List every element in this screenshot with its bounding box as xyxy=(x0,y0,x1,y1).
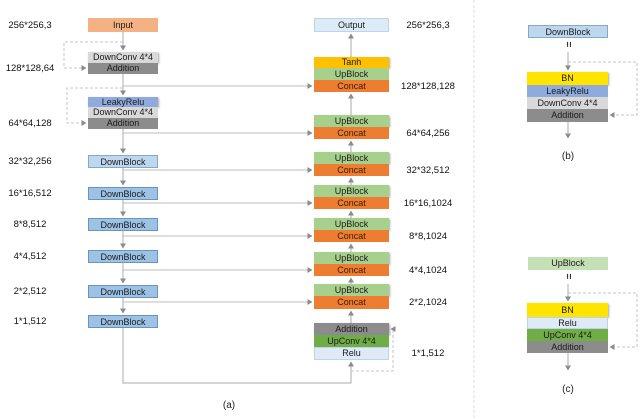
downblock-definition-title: DownBlock xyxy=(528,25,608,38)
leakyrelu-layer: LeakyRelu xyxy=(88,97,158,107)
relu-layer: Relu xyxy=(314,347,389,360)
concat-layer: Concat xyxy=(314,127,389,139)
dim-label: 2*2,512 xyxy=(13,286,47,297)
dim-label: 128*128,128 xyxy=(401,81,455,92)
downconv-layer: DownConv 4*4 xyxy=(88,107,158,118)
bn-layer: BN xyxy=(527,303,608,317)
upblock-definition-title: UpBlock xyxy=(528,257,608,270)
output-block: Output xyxy=(314,18,389,32)
dim-label: 8*8,512 xyxy=(13,219,47,230)
tanh-layer: Tanh xyxy=(314,57,389,68)
residual-connections xyxy=(63,41,638,372)
skip-connections xyxy=(123,83,313,305)
relu-layer: Relu xyxy=(527,317,608,329)
downblock: DownBlock xyxy=(88,315,158,328)
upconv-layer: UpConv 4*4 xyxy=(527,329,608,341)
upblock: UpBlock xyxy=(314,218,389,230)
dim-label: 4*4,512 xyxy=(13,251,47,262)
concat-layer: Concat xyxy=(314,164,389,176)
downblock: DownBlock xyxy=(88,285,158,298)
dim-label: 256*256,3 xyxy=(406,20,450,31)
dim-label: 1*1,512 xyxy=(13,316,47,327)
bn-layer: BN xyxy=(527,72,608,85)
concat-layer: Concat xyxy=(314,230,389,242)
addition-layer: Addition xyxy=(527,109,608,122)
upblock: UpBlock xyxy=(314,284,389,296)
caption-a: (a) xyxy=(222,400,236,411)
dim-label: 2*2,1024 xyxy=(408,297,448,308)
dim-label: 32*32,256 xyxy=(8,156,52,167)
dim-label: 4*4,1024 xyxy=(408,265,448,276)
downblock: DownBlock xyxy=(88,187,158,200)
dim-label: 16*16,512 xyxy=(8,188,52,199)
concat-layer: Concat xyxy=(314,197,389,209)
input-block: Input xyxy=(88,18,158,32)
concat-layer: Concat xyxy=(314,264,389,276)
equals-symbol: = xyxy=(562,41,574,48)
concat-layer: Concat xyxy=(314,296,389,309)
downconv-layer: DownConv 4*4 xyxy=(88,52,158,63)
equals-symbol: = xyxy=(562,273,574,280)
upblock: UpBlock xyxy=(314,68,389,80)
dim-label: 128*128,64 xyxy=(5,63,55,74)
concat-layer: Concat xyxy=(314,80,389,92)
dim-label: 8*8,1024 xyxy=(408,231,448,242)
dim-label: 1*1,512 xyxy=(411,348,445,359)
downblock: DownBlock xyxy=(88,218,158,231)
dim-label: 32*32,512 xyxy=(406,165,450,176)
downblock: DownBlock xyxy=(88,250,158,263)
caption-b: (b) xyxy=(561,151,575,162)
upblock: UpBlock xyxy=(314,185,389,197)
dim-label: 64*64,128 xyxy=(8,118,52,129)
dim-label: 64*64,256 xyxy=(406,128,450,139)
addition-layer: Addition xyxy=(88,118,158,129)
upblock: UpBlock xyxy=(314,252,389,264)
upconv-layer: UpConv 4*4 xyxy=(314,335,389,347)
addition-layer: Addition xyxy=(527,341,608,353)
dim-label: 256*256,3 xyxy=(8,20,52,31)
caption-c: (c) xyxy=(562,384,574,395)
upblock: UpBlock xyxy=(314,115,389,127)
addition-layer: Addition xyxy=(314,323,389,335)
downconv-layer: DownConv 4*4 xyxy=(527,97,608,109)
upblock: UpBlock xyxy=(314,152,389,164)
addition-layer: Addition xyxy=(88,63,158,74)
downblock: DownBlock xyxy=(88,155,158,168)
dim-label: 16*16,1024 xyxy=(403,198,453,209)
leakyrelu-layer: LeakyRelu xyxy=(527,85,608,97)
